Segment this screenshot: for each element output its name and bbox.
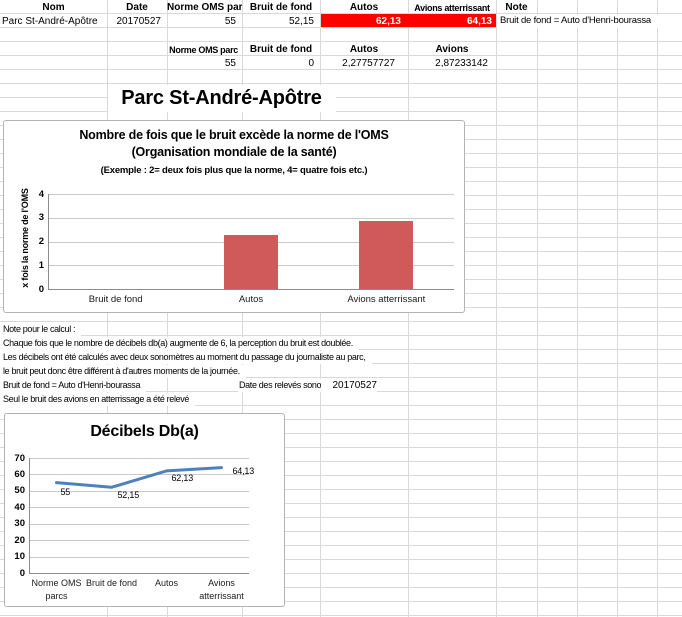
cell2-avions-ratio[interactable]: 2,87233142 [435,57,488,69]
header2-autos[interactable]: Autos [349,43,379,55]
chart-gridline [29,573,249,574]
y-tick-label: 20 [14,534,25,546]
cell-date[interactable]: 20170527 [116,15,162,27]
chart-gridline [29,540,249,542]
y-tick-label: 0 [19,567,25,579]
header-cell-date[interactable]: Date [126,1,148,13]
cell-avions-alert[interactable]: 64,13 [466,15,492,27]
data-label: 62,13 [171,472,194,483]
cell-bruit-de-fond[interactable]: 52,15 [288,15,314,27]
note-avions-line[interactable]: Seul le bruit des avions en atterrissage… [0,392,196,406]
x-category-label: Autos [154,578,179,588]
y-axis-line [48,194,49,289]
cell2-bruit-de-fond[interactable]: 0 [308,57,314,69]
sheet-gridline [617,0,618,617]
data-label: 64,13 [232,465,255,476]
chart-gridline [48,194,454,195]
y-tick-label: 30 [14,518,25,530]
y-tick-label: 10 [14,551,25,563]
note-bruit-de-fond[interactable]: Bruit de fond = Auto d'Henri-bourassa [0,378,147,392]
sheet-gridline [577,0,578,617]
data-label: 55 [60,486,71,497]
line-chart-title: Décibels Db(a) [90,423,199,440]
header-cell-nom[interactable]: Nom [42,1,65,13]
x-category-label: Autos [238,294,264,305]
data-label: 52,15 [117,490,140,501]
y-axis-line [29,458,30,573]
note-calc-title[interactable]: Note pour le calcul : [0,322,82,336]
x-category-label: Avions atterrissant [347,294,426,305]
sheet-gridline [657,0,658,617]
cell-park-name[interactable]: Parc St-André-Apôtre [2,15,98,27]
y-tick-label: 70 [14,452,25,464]
y-tick-label: 0 [38,283,44,295]
chart-gridline [29,523,249,525]
cell-note-text[interactable]: Bruit de fond = Auto d'Henri-bourassa [496,15,682,28]
header2-avions[interactable]: Avions [435,43,469,55]
note-date-value[interactable]: 20170527 [321,378,377,392]
cell-norme-oms[interactable]: 55 [224,15,236,27]
header2-bruit-de-fond[interactable]: Bruit de fond [249,43,313,55]
alert-highlight-fill [320,14,496,28]
bar-chart[interactable]: Nombre de fois que le bruit excède la no… [3,120,465,313]
chart-gridline [29,490,249,492]
line-chart[interactable]: Décibels Db(a) 0 10 20 30 40 50 60 70 55 52,15 62,… [4,413,285,607]
bar-chart-title: Nombre de fois que le bruit excède la no… [79,128,389,142]
cell2-autos-ratio[interactable]: 2,27757727 [342,57,395,69]
header-cell-note[interactable]: Note [505,1,528,13]
cell2-norme-oms[interactable]: 55 [224,57,236,69]
header2-norme-oms[interactable]: Norme OMS parc [169,44,238,55]
header-cell-avions[interactable]: Avions atterrissant [414,2,490,13]
header-cell-autos[interactable]: Autos [349,1,379,13]
chart-gridline [48,217,454,219]
x-category-label: Norme OMS parcs [31,578,82,601]
chart-gridline [29,507,249,509]
header-cell-norme-oms[interactable]: Norme OMS parc [167,1,242,13]
y-tick-label: 4 [38,188,44,200]
note-calc-line3[interactable]: le bruit peut donc être différent à d'au… [0,364,246,378]
y-tick-label: 1 [38,259,44,271]
bar-chart-subtitle: (Organisation mondiale de la santé) [131,145,337,159]
note-calc-line1[interactable]: Chaque fois que le nombre de décibels db… [0,336,359,350]
bar-3 [359,220,414,289]
y-tick-label: 40 [14,501,25,513]
bar-2 [224,234,278,289]
note-date-label[interactable]: Date des relevés sonores : [238,378,343,392]
y-tick-label: 3 [38,212,44,224]
chart-gridline [29,556,249,558]
chart-gridline [48,289,454,290]
note-calc-line2[interactable]: Les décibels ont été calculés avec deux … [0,350,372,364]
x-category-label: Bruit de fond [88,294,143,305]
line-series [55,466,223,489]
page-title: Parc St-André-Apôtre [121,86,322,109]
sheet-gridline [537,0,538,617]
cell-autos-alert[interactable]: 62,13 [375,15,401,27]
y-tick-label: 60 [14,468,25,480]
x-category-label: Bruit de fond [85,578,138,588]
bar-chart-note: (Exemple : 2= deux fois plus que la norm… [100,165,368,176]
y-tick-label: 50 [14,485,25,497]
chart-gridline [29,474,249,476]
sheet-gridline [496,0,497,617]
sheet-title-cell[interactable]: Parc St-André-Apôtre [107,84,336,112]
x-category-label: Avions atterrissant [199,578,244,601]
y-tick-label: 2 [38,236,44,247]
chart-gridline [29,458,249,459]
header-cell-bruit-de-fond[interactable]: Bruit de fond [249,1,313,13]
